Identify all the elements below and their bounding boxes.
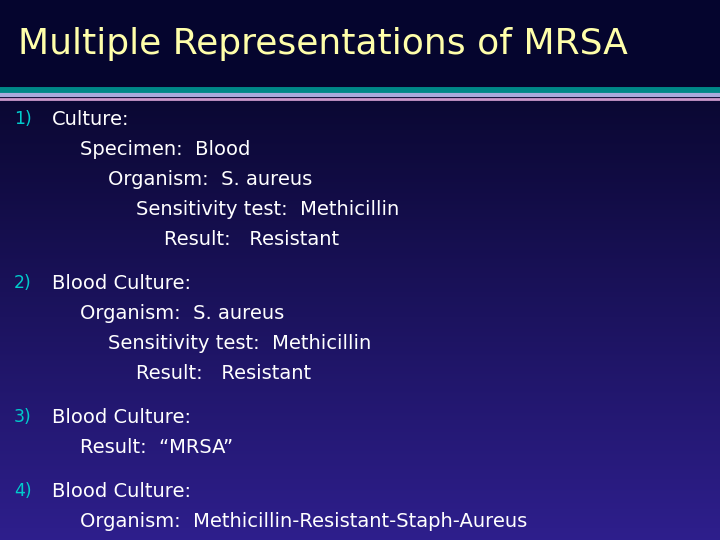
Text: Blood Culture:: Blood Culture:	[52, 274, 191, 293]
Text: Sensitivity test:  Methicillin: Sensitivity test: Methicillin	[108, 334, 372, 353]
Text: Result:   Resistant: Result: Resistant	[136, 364, 311, 383]
Text: 3): 3)	[14, 408, 32, 426]
Text: Sensitivity test:  Methicillin: Sensitivity test: Methicillin	[136, 200, 400, 219]
Text: Multiple Representations of MRSA: Multiple Representations of MRSA	[18, 27, 628, 61]
Text: Organism:  S. aureus: Organism: S. aureus	[80, 304, 284, 323]
Text: Culture:: Culture:	[52, 110, 130, 129]
Text: 1): 1)	[14, 110, 32, 128]
Text: Blood Culture:: Blood Culture:	[52, 408, 191, 427]
Text: Organism:  S. aureus: Organism: S. aureus	[108, 170, 312, 189]
Text: 4): 4)	[14, 482, 32, 500]
Text: Blood Culture:: Blood Culture:	[52, 482, 191, 501]
Text: Specimen:  Blood: Specimen: Blood	[80, 140, 251, 159]
Text: Organism:  Methicillin-Resistant-Staph-Aureus: Organism: Methicillin-Resistant-Staph-Au…	[80, 512, 527, 531]
Text: Result:   Resistant: Result: Resistant	[164, 230, 339, 249]
Text: Result:  “MRSA”: Result: “MRSA”	[80, 438, 233, 457]
Bar	[0, 0, 720, 88]
Text: 2): 2)	[14, 274, 32, 292]
